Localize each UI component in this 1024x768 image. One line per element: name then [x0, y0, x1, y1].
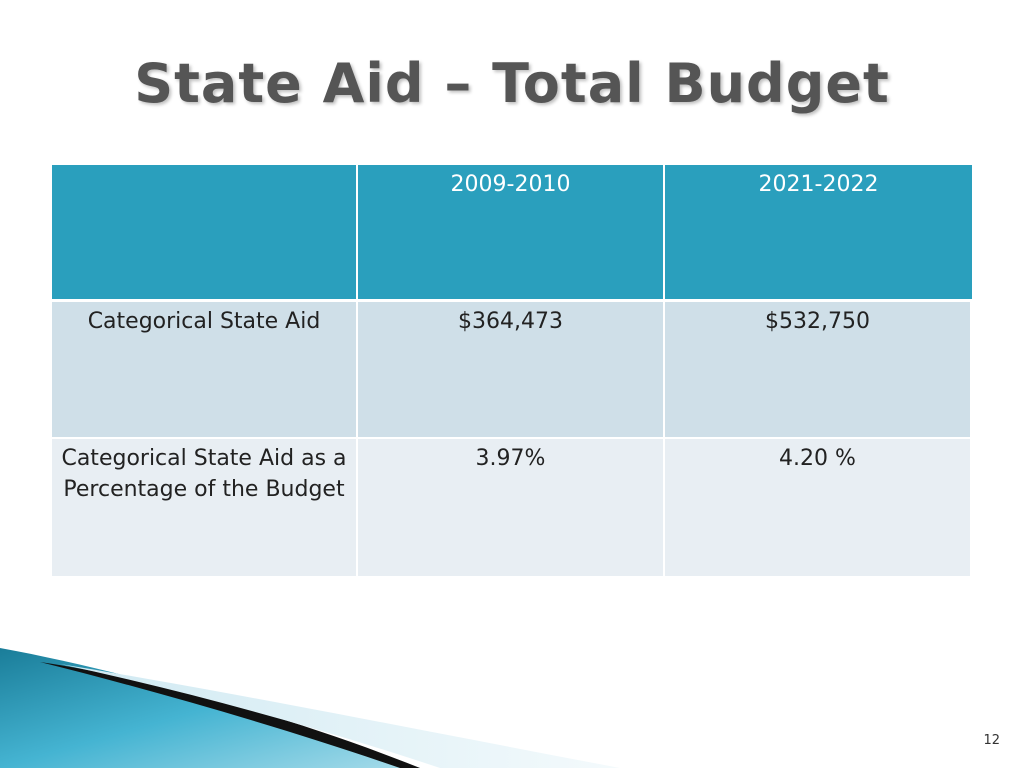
- table-header-row: 2009-2010 2021-2022: [52, 165, 972, 302]
- table-cell: 4.20 %: [665, 439, 972, 576]
- header-cell-2009-2010: 2009-2010: [358, 165, 665, 302]
- slide-title: State Aid – Total Budget: [134, 52, 890, 115]
- decorative-swoosh: [0, 648, 620, 768]
- budget-table: 2009-2010 2021-2022 Categorical State Ai…: [52, 165, 972, 576]
- header-cell-2021-2022: 2021-2022: [665, 165, 972, 302]
- table-row: Categorical State Aid $364,473 $532,750: [52, 302, 972, 439]
- table-cell: 3.97%: [358, 439, 665, 576]
- header-cell-empty: [52, 165, 358, 302]
- table-cell: $532,750: [665, 302, 972, 439]
- page-number: 12: [983, 733, 1000, 748]
- row-label: Categorical State Aid: [52, 302, 358, 439]
- table-cell: $364,473: [358, 302, 665, 439]
- table-row: Categorical State Aid as a Percentage of…: [52, 439, 972, 576]
- row-label: Categorical State Aid as a Percentage of…: [52, 439, 358, 576]
